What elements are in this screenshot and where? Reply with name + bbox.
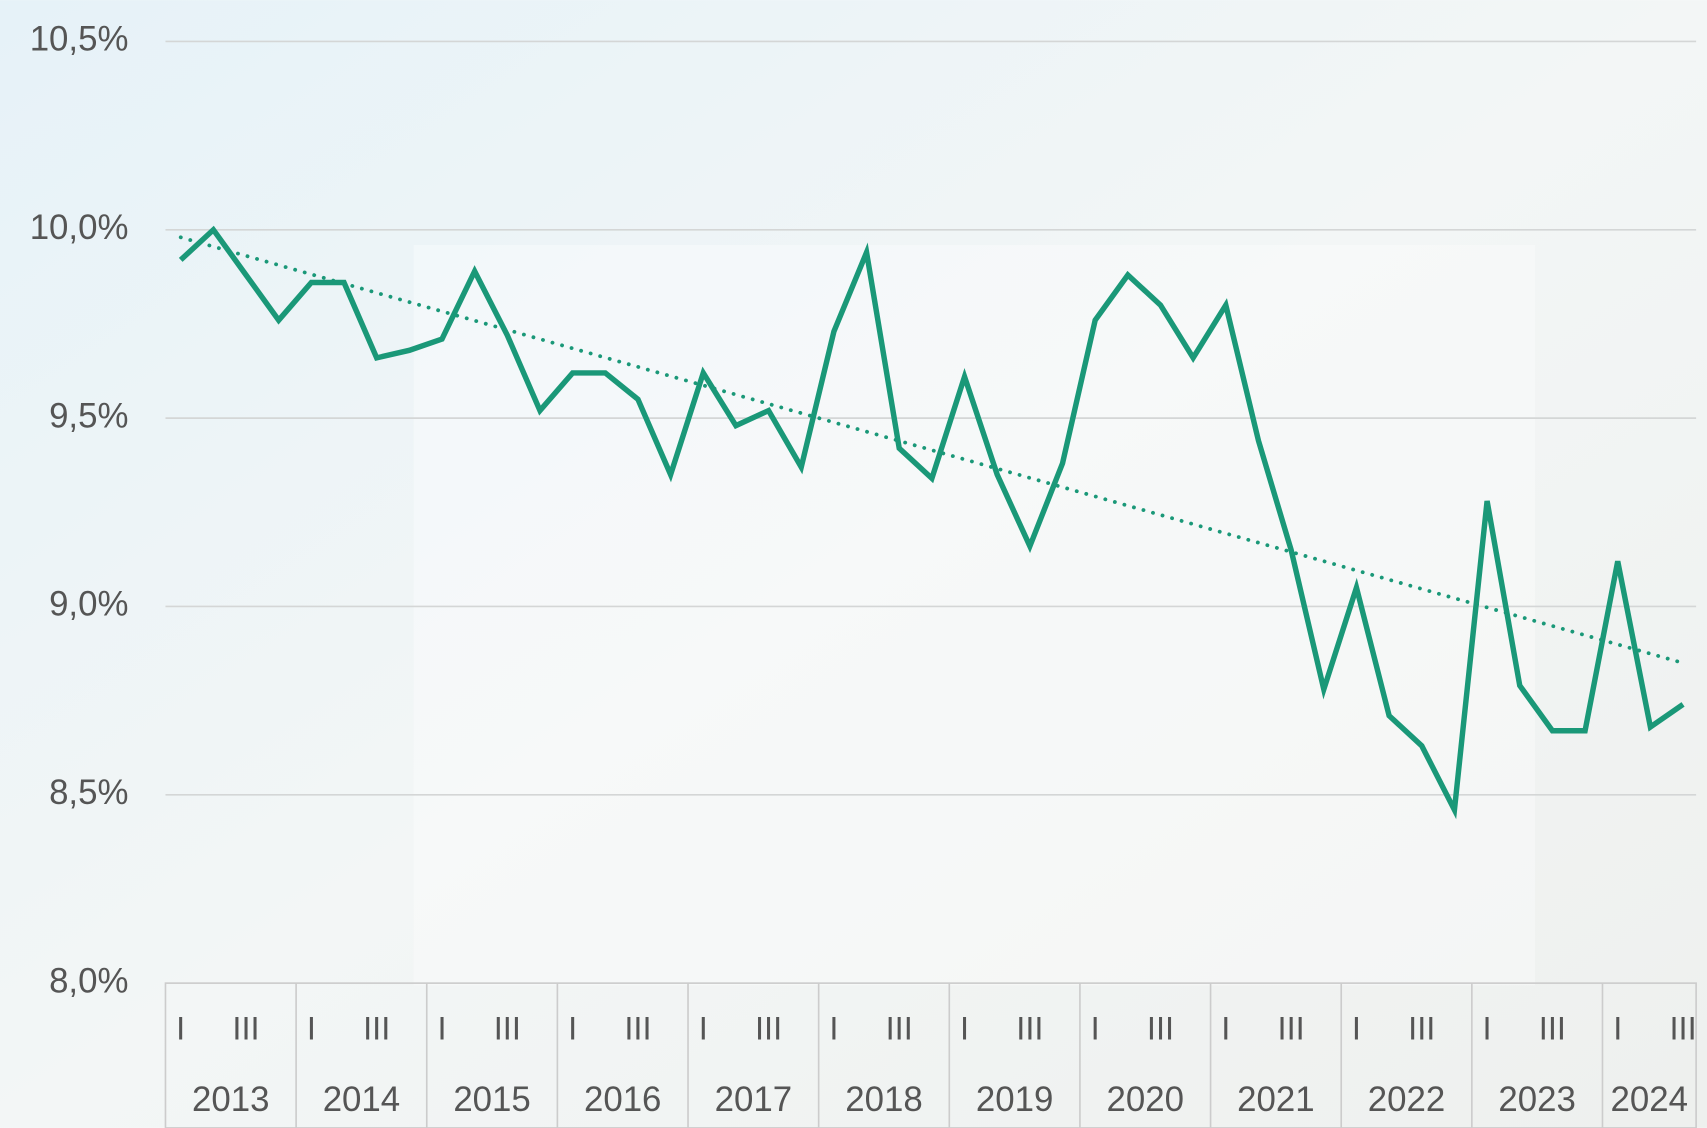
x-group-label: 2016 — [584, 1080, 661, 1119]
x-tick-label: I — [1483, 1010, 1492, 1047]
x-tick-label: I — [829, 1010, 838, 1047]
x-tick-label: III — [1669, 1010, 1696, 1047]
x-group-label: 2013 — [192, 1080, 269, 1119]
x-tick-label: I — [1352, 1010, 1361, 1047]
x-tick-label: III — [1016, 1010, 1043, 1047]
x-group-label: 2017 — [715, 1080, 792, 1119]
x-tick-label: I — [437, 1010, 446, 1047]
y-tick-label: 8,5% — [49, 773, 128, 812]
x-group-label: 2015 — [453, 1080, 530, 1119]
y-tick-label: 9,0% — [49, 585, 128, 624]
x-tick-label: I — [1091, 1010, 1100, 1047]
x-tick-label: III — [494, 1010, 521, 1047]
x-group-label: 2019 — [976, 1080, 1053, 1119]
y-tick-label: 10,0% — [30, 208, 129, 247]
x-tick-label: I — [1221, 1010, 1230, 1047]
x-tick-label: III — [1539, 1010, 1566, 1047]
x-tick-label: III — [886, 1010, 913, 1047]
x-tick-label: I — [1613, 1010, 1622, 1047]
x-group-label: 2020 — [1107, 1080, 1184, 1119]
x-group-label: 2014 — [323, 1080, 400, 1119]
x-tick-label: III — [1147, 1010, 1174, 1047]
x-tick-label: III — [755, 1010, 782, 1047]
x-tick-label: III — [1278, 1010, 1305, 1047]
x-group-label: 2018 — [845, 1080, 922, 1119]
x-tick-label: I — [307, 1010, 316, 1047]
background-building — [414, 245, 1535, 985]
y-tick-label: 10,5% — [30, 20, 129, 59]
x-tick-label: III — [1408, 1010, 1435, 1047]
chart: 8,0%8,5%9,0%9,5%10,0%10,5%IIIIIIIIIIIIII… — [0, 0, 1707, 1128]
x-tick-label: III — [363, 1010, 390, 1047]
x-tick-label: I — [176, 1010, 185, 1047]
x-group-label: 2024 — [1611, 1080, 1688, 1119]
x-group-label: 2021 — [1237, 1080, 1314, 1119]
x-group-label: 2022 — [1368, 1080, 1445, 1119]
y-tick-label: 8,0% — [49, 961, 128, 1000]
x-tick-label: III — [624, 1010, 651, 1047]
x-tick-label: I — [699, 1010, 708, 1047]
x-tick-label: I — [960, 1010, 969, 1047]
x-group-label: 2023 — [1498, 1080, 1575, 1119]
x-tick-label: I — [568, 1010, 577, 1047]
x-tick-label: III — [232, 1010, 259, 1047]
y-tick-label: 9,5% — [49, 396, 128, 435]
